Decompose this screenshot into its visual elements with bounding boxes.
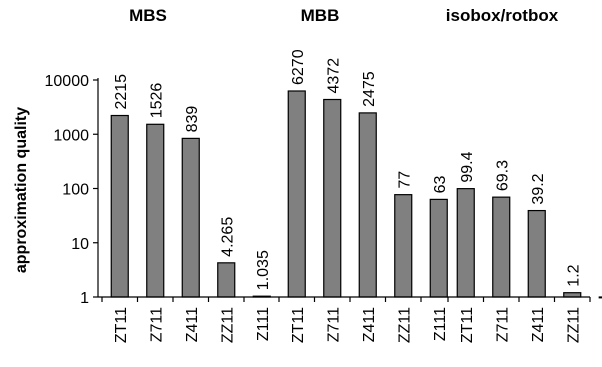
bar: [287, 90, 306, 298]
bar: [527, 209, 546, 298]
group-title: MBB: [301, 6, 340, 25]
x-tick-label: Z111: [601, 307, 602, 341]
y-tick-label: 10: [71, 236, 89, 253]
data-label: 1.035: [255, 250, 272, 290]
data-label: 1.2: [565, 264, 582, 286]
x-tick-label: ZZ11: [219, 307, 236, 343]
x-tick-label: Z711: [325, 307, 342, 342]
data-label: 2475: [361, 71, 378, 107]
bars: [110, 90, 602, 299]
bar: [146, 123, 165, 298]
bar: [358, 112, 377, 298]
data-label: 2215: [113, 74, 130, 110]
y-tick-label: 1: [80, 290, 89, 307]
y-axis-ticks: 1 10 100 1000 10000: [45, 73, 98, 307]
x-tick-label: Z111: [432, 307, 449, 341]
bar: [456, 188, 475, 298]
y-tick-label: 10000: [45, 73, 90, 90]
y-tick-label: 1000: [53, 127, 89, 144]
x-tick-label: ZT11: [290, 307, 307, 343]
bar: [323, 98, 342, 298]
x-tick-labels: ZT11 Z711 Z411 ZZ11 Z111 ZT11 Z711 Z411 ZZ11 Z111…: [113, 307, 602, 343]
data-label: 69.3: [494, 160, 511, 191]
data-label: 4372: [325, 58, 342, 94]
data-labels: 2215 1526 839 4.265 1.035 6270 4372 2475 77 63 99.…: [113, 49, 602, 291]
group-title: isobox/rotbox: [446, 6, 559, 25]
bar: [217, 262, 236, 298]
data-label: 77: [396, 171, 413, 189]
x-tick-label: Z711: [494, 307, 511, 342]
x-tick-label: ZT11: [459, 307, 476, 343]
y-axis-label: approximation quality: [13, 107, 30, 273]
bar: [563, 292, 582, 298]
x-tick-label: Z411: [530, 307, 547, 342]
bar: [110, 114, 129, 298]
data-label: 1.0: [601, 269, 602, 291]
x-tick-label: Z111: [255, 307, 272, 341]
data-label: 39.2: [530, 173, 547, 204]
x-tick-label: Z411: [361, 307, 378, 342]
bar: [492, 196, 511, 298]
x-tick-label: ZZ11: [396, 307, 413, 343]
x-tick-label: ZZ11: [565, 307, 582, 343]
group-title: MBS: [129, 6, 167, 25]
axes: [97, 78, 591, 302]
x-tick-label: ZT11: [113, 307, 130, 343]
data-label: 1526: [148, 83, 165, 119]
data-label: 4.265: [219, 217, 236, 257]
group-titles: MBS MBB isobox/rotbox: [129, 6, 559, 25]
data-label: 63: [432, 175, 449, 193]
data-label: 99.4: [459, 151, 476, 182]
bar: [598, 296, 602, 299]
y-tick-label: 100: [62, 182, 89, 199]
x-tick-label: Z711: [148, 307, 165, 342]
bar: [394, 194, 413, 298]
bar: [181, 137, 200, 298]
data-label: 6270: [290, 49, 307, 85]
data-label: 839: [184, 106, 201, 133]
bar: [429, 198, 448, 298]
x-tick-label: Z411: [184, 307, 201, 342]
